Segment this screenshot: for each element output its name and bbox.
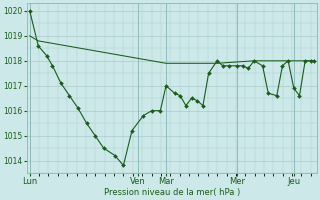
X-axis label: Pression niveau de la mer( hPa ): Pression niveau de la mer( hPa ) (104, 188, 240, 197)
